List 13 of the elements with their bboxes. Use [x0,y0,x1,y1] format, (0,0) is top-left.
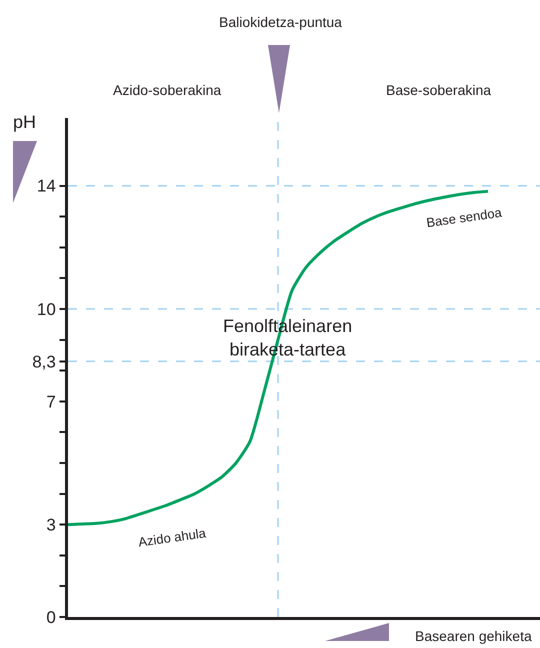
text: Azido-soberakina [113,82,222,98]
y-tick-label: 14 [36,176,56,196]
y-tick-label: 7 [46,392,56,412]
y-tick-label: 0 [46,608,56,627]
annotation: Azido ahula [137,525,208,550]
text: Baliokidetza-puntua [219,14,342,30]
y-tick-label: 8,3 [32,352,56,372]
x-axis-title: Basearen gehiketa [415,628,532,644]
annotation: Base sendoa [425,204,504,230]
y-tick-label: 3 [46,516,56,535]
text: Base-soberakina [386,82,492,98]
y-axis-title: pH [13,112,36,132]
y-tick-label: 10 [36,300,56,319]
